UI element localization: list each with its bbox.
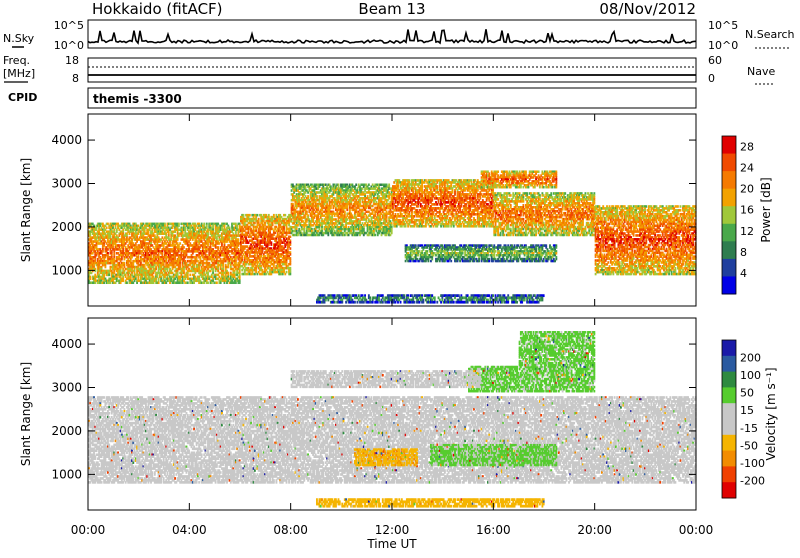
freq-unit-label: [MHz] [3, 67, 35, 80]
nsearch-tick-top: 10^5 [708, 19, 738, 32]
power-cell [272, 224, 274, 227]
power-cell [270, 243, 272, 246]
power-cell [116, 230, 118, 233]
nsky-tick-bottom: 10^0 [54, 39, 84, 52]
power-cell [289, 273, 291, 276]
power-cell [289, 235, 291, 238]
nsky-label: N.Sky [3, 32, 35, 45]
power-cell [249, 214, 251, 217]
power-cell [122, 279, 124, 282]
plot-title-left: Hokkaido (fitACF) [92, 0, 223, 18]
power-cell [102, 250, 104, 253]
freq-label: Freq. [3, 54, 30, 67]
nave-tick-top: 60 [708, 54, 722, 67]
power-cell [327, 234, 329, 237]
plot-title-center: Beam 13 [358, 0, 425, 18]
power-data-cells [88, 170, 697, 303]
plot-title-right: 08/Nov/2012 [599, 0, 696, 18]
freq-strip-frame [88, 58, 696, 82]
power-cell [239, 281, 241, 284]
power-band [88, 223, 241, 284]
power-cell [179, 242, 181, 245]
cpid-label: CPID [8, 91, 37, 104]
power-cell [178, 225, 180, 228]
power-cell [89, 278, 91, 281]
power-cell [183, 246, 185, 249]
power-cell [126, 281, 128, 284]
power-cell [368, 184, 370, 187]
power-cell [286, 271, 288, 274]
nsky-strip-frame [88, 20, 696, 48]
nsearch-tick-bottom: 10^0 [708, 39, 738, 52]
nave-tick-bottom: 0 [708, 72, 715, 85]
power-cell [187, 281, 189, 284]
power-cell [284, 214, 286, 217]
nsearch-label: N.Search [745, 28, 795, 41]
freq-tick-bottom: 8 [72, 72, 79, 85]
freq-tick-top: 18 [65, 54, 79, 67]
power-cell [289, 263, 291, 266]
power-cell [158, 281, 160, 284]
nsky-tick-top: 10^5 [54, 19, 84, 32]
power-cell [108, 274, 110, 277]
power-cell [155, 268, 157, 271]
cpid-text: themis -3300 [93, 92, 182, 106]
power-cell [374, 234, 376, 237]
power-band [240, 214, 291, 275]
nsky-trace [88, 29, 696, 43]
power-cell [289, 247, 291, 250]
power-cell [330, 207, 332, 210]
power-cell [189, 274, 191, 277]
power-cell [346, 209, 348, 212]
power-cell [289, 253, 291, 256]
power-cell [177, 238, 179, 241]
power-cell [104, 266, 106, 269]
power-band [291, 184, 393, 237]
power-cell [121, 258, 123, 261]
power-cell [227, 266, 229, 269]
power-cell [256, 214, 258, 217]
power-cell [207, 281, 209, 284]
power-cell [355, 184, 357, 187]
power-cell [289, 243, 291, 246]
nave-label: Nave [747, 65, 775, 78]
power-cell [216, 281, 218, 284]
power-cell [106, 227, 108, 230]
